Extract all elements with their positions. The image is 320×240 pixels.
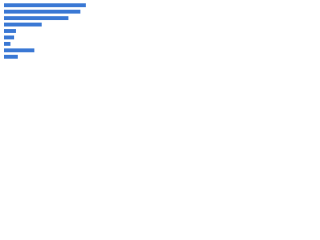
bar bbox=[4, 9, 81, 14]
bar bbox=[4, 48, 35, 53]
chart bbox=[0, 0, 100, 71]
bar bbox=[4, 22, 42, 27]
bar bbox=[4, 3, 86, 8]
bar bbox=[4, 41, 11, 46]
bar bbox=[4, 16, 69, 21]
page: (() => { const data = JSON.parse(documen… bbox=[0, 0, 320, 71]
bar bbox=[4, 54, 18, 59]
bar bbox=[4, 29, 16, 33]
bar bbox=[4, 35, 15, 40]
